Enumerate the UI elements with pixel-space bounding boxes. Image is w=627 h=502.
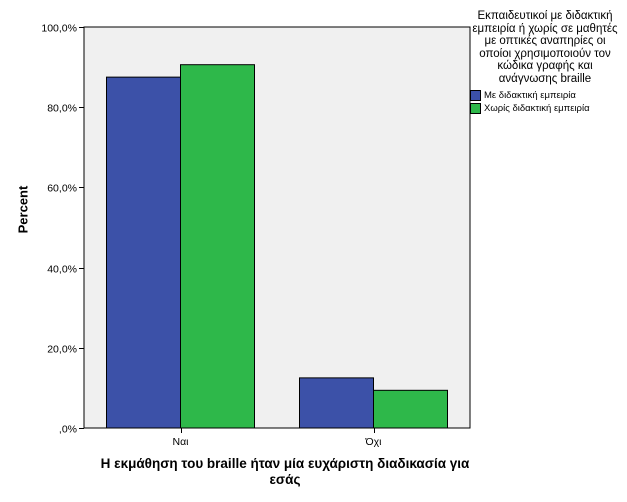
legend-label-with-experience: Με διδακτική εμπειρία — [484, 90, 576, 101]
legend-title: Εκπαιδευτικοί με διδακτική εμπειρία ή χω… — [472, 10, 618, 85]
x-axis: Ναι Όχι — [173, 428, 383, 448]
legend-item-without-experience: Χωρίς διδακτική εμπειρία — [470, 102, 620, 115]
y-tick-label: 60,0% — [47, 183, 77, 195]
legend-swatch-without-experience — [470, 103, 481, 114]
y-tick-label: ,0% — [59, 424, 77, 436]
x-axis-label: Η εκμάθηση του braille ήταν μία ευχάριστ… — [100, 456, 470, 487]
y-axis: 100,0% 80,0% 60,0% 40,0% 20,0% ,0% — [41, 23, 84, 436]
legend-item-with-experience: Με διδακτική εμπειρία — [470, 89, 620, 102]
bar-without-experience-no — [373, 389, 448, 429]
legend: Εκπαιδευτικοί με διδακτική εμπειρία ή χω… — [470, 10, 620, 115]
legend-label-without-experience: Χωρίς διδακτική εμπειρία — [484, 103, 590, 114]
y-tick-label: 100,0% — [41, 23, 77, 35]
bars — [106, 64, 448, 429]
y-axis-label: Percent — [15, 185, 31, 234]
legend-swatch-with-experience — [470, 90, 481, 101]
bar-with-experience-no — [299, 377, 374, 429]
y-tick-label: 40,0% — [47, 264, 77, 276]
x-tick-label: Όχι — [365, 436, 383, 448]
bar-without-experience-yes — [180, 64, 255, 429]
bar-with-experience-yes — [106, 76, 181, 429]
x-tick-label: Ναι — [173, 436, 190, 448]
y-tick-label: 20,0% — [47, 344, 77, 356]
y-tick-label: 80,0% — [47, 103, 77, 115]
